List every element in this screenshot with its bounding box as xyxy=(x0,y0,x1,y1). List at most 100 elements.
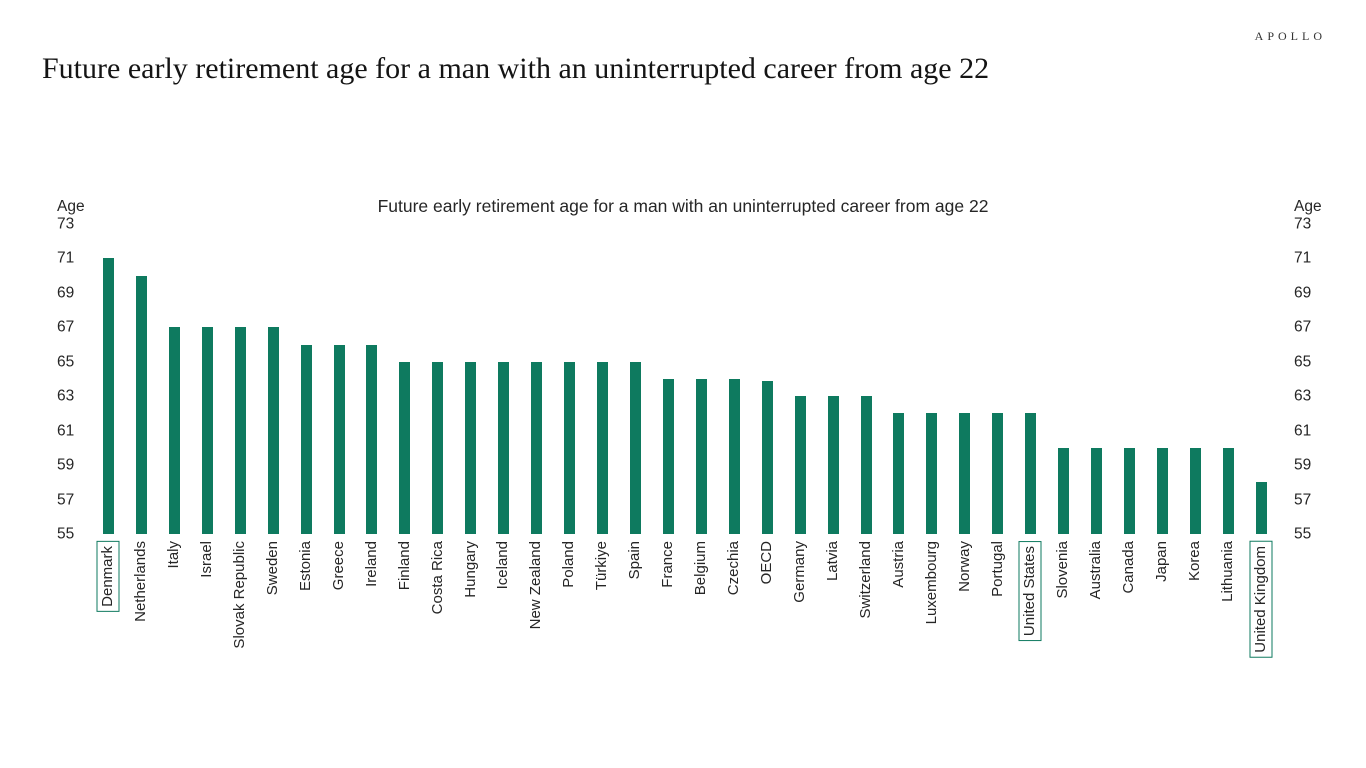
x-label-oecd: OECD xyxy=(757,541,775,585)
x-label-france: France xyxy=(659,541,677,588)
x-label-cell-slovak-republic: Slovak Republic xyxy=(224,534,257,719)
bar-sweden xyxy=(267,327,279,534)
bar-canada xyxy=(1124,447,1136,534)
x-label-cell-japan: Japan xyxy=(1146,534,1179,719)
page-title: Future early retirement age for a man wi… xyxy=(42,52,990,85)
x-label-australia: Australia xyxy=(1087,541,1105,600)
x-label-cell-costa-rica: Costa Rica xyxy=(421,534,454,719)
x-label-united-kingdom: United Kingdom xyxy=(1250,541,1273,658)
bar-column-italy xyxy=(158,224,191,534)
bar-belgium xyxy=(695,379,707,534)
bar-france xyxy=(662,379,674,534)
x-label-slovenia: Slovenia xyxy=(1054,541,1072,599)
bar-column-denmark xyxy=(92,224,125,534)
x-label-cell-oecd: OECD xyxy=(751,534,784,719)
x-label-cell-sweden: Sweden xyxy=(257,534,290,719)
y-tick-61: 61 xyxy=(57,421,75,439)
bar-column-australia xyxy=(1080,224,1113,534)
x-label-cell-estonia: Estonia xyxy=(290,534,323,719)
chart-grid: Age 73 71 69 67 65 63 61 59 57 55 Age 73 71 69 67 65 6… xyxy=(0,190,1366,541)
x-label-cell-germany: Germany xyxy=(784,534,817,719)
bar-column-latvia xyxy=(817,224,850,534)
x-label-cell-czechia: Czechia xyxy=(718,534,751,719)
bar-column-portugal xyxy=(981,224,1014,534)
bar-ireland xyxy=(366,344,378,534)
bar-column-norway xyxy=(948,224,981,534)
bar-column-poland xyxy=(553,224,586,534)
bar-column-hungary xyxy=(454,224,487,534)
y-ticks-left: 73 71 69 67 65 63 61 59 57 55 xyxy=(57,216,87,541)
y-tick-65: 65 xyxy=(57,353,75,371)
y-axis-right: Age 73 71 69 67 65 63 61 59 57 55 xyxy=(1278,190,1366,541)
x-label-costa-rica: Costa Rica xyxy=(428,541,446,615)
y-tick-57: 57 xyxy=(1294,490,1312,508)
bar-slovak-republic xyxy=(234,327,246,534)
x-label-cell-slovenia: Slovenia xyxy=(1047,534,1080,719)
y-tick-67: 67 xyxy=(57,318,75,336)
bar-column-czechia xyxy=(718,224,751,534)
x-label-japan: Japan xyxy=(1153,541,1171,582)
y-tick-63: 63 xyxy=(1294,387,1312,405)
x-label-finland: Finland xyxy=(395,541,413,591)
plot-area xyxy=(92,224,1278,534)
x-label-cell-luxembourg: Luxembourg xyxy=(915,534,948,719)
x-label-cell-norway: Norway xyxy=(948,534,981,719)
y-tick-73: 73 xyxy=(57,215,75,233)
bar-column-lithuania xyxy=(1212,224,1245,534)
x-label-cell-switzerland: Switzerland xyxy=(850,534,883,719)
bar-switzerland xyxy=(860,396,872,534)
x-label-ireland: Ireland xyxy=(362,541,380,587)
bar-t-rkiye xyxy=(597,361,609,534)
x-label-netherlands: Netherlands xyxy=(132,541,150,622)
x-label-austria: Austria xyxy=(889,541,907,588)
bar-column-united-states xyxy=(1014,224,1047,534)
y-tick-55: 55 xyxy=(57,525,75,543)
bar-column-switzerland xyxy=(850,224,883,534)
apollo-logo: APOLLO xyxy=(1254,29,1326,43)
bar-column-japan xyxy=(1146,224,1179,534)
y-tick-61: 61 xyxy=(1294,421,1312,439)
x-label-denmark: Denmark xyxy=(97,541,120,612)
y-tick-55: 55 xyxy=(1294,525,1312,543)
bar-greece xyxy=(333,344,345,534)
retirement-age-bar-chart: Future early retirement age for a man wi… xyxy=(0,190,1366,719)
x-label-latvia: Latvia xyxy=(823,541,841,582)
y-axis-left: Age 73 71 69 67 65 63 61 59 57 55 xyxy=(0,190,92,541)
bar-column-spain xyxy=(619,224,652,534)
x-label-cell-spain: Spain xyxy=(619,534,652,719)
bar-column-united-kingdom xyxy=(1245,224,1278,534)
bar-netherlands xyxy=(135,275,147,534)
y-axis-label-right: Age xyxy=(1294,198,1322,215)
x-label-italy: Italy xyxy=(165,541,183,569)
bar-column-germany xyxy=(784,224,817,534)
x-label-czechia: Czechia xyxy=(725,541,743,596)
x-label-sweden: Sweden xyxy=(263,541,281,596)
bar-finland xyxy=(399,361,411,534)
bar-denmark xyxy=(102,258,114,534)
x-label-cell-united-states: United States xyxy=(1014,534,1047,719)
bar-poland xyxy=(564,361,576,534)
x-label-switzerland: Switzerland xyxy=(856,541,874,619)
bar-column-netherlands xyxy=(125,224,158,534)
x-label-lithuania: Lithuania xyxy=(1219,541,1237,602)
x-label-cell-israel: Israel xyxy=(191,534,224,719)
y-tick-69: 69 xyxy=(1294,284,1312,302)
bar-italy xyxy=(168,327,180,534)
bar-czechia xyxy=(728,379,740,534)
y-ticks-right: 73 71 69 67 65 63 61 59 57 55 xyxy=(1294,216,1324,541)
bar-spain xyxy=(629,361,641,534)
bar-column-korea xyxy=(1179,224,1212,534)
bar-column-ireland xyxy=(356,224,389,534)
x-label-cell-netherlands: Netherlands xyxy=(125,534,158,719)
bar-column-austria xyxy=(883,224,916,534)
bar-column-canada xyxy=(1113,224,1146,534)
x-label-greece: Greece xyxy=(329,541,347,591)
x-label-cell-latvia: Latvia xyxy=(817,534,850,719)
x-label-estonia: Estonia xyxy=(296,541,314,592)
bar-latvia xyxy=(827,396,839,534)
bar-austria xyxy=(893,413,905,534)
x-label-cell-australia: Australia xyxy=(1080,534,1113,719)
x-label-cell-t-rkiye: Türkiye xyxy=(586,534,619,719)
bar-portugal xyxy=(992,413,1004,534)
y-tick-71: 71 xyxy=(57,249,75,267)
